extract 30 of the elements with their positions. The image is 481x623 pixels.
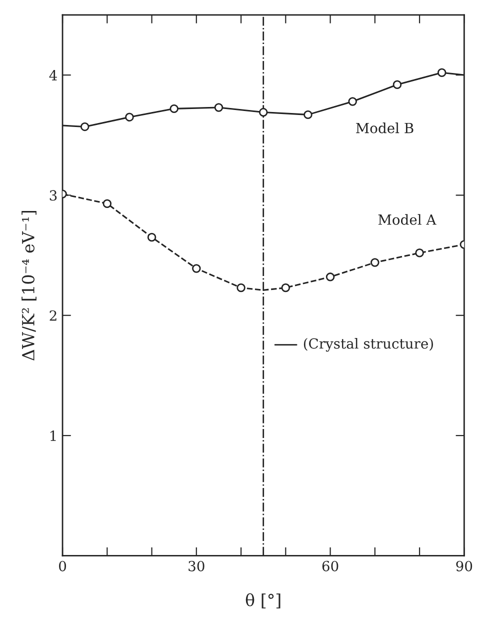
text: Model A	[378, 214, 436, 225]
x-tick-label: 90	[456, 560, 472, 572]
y-tick-label: 3	[50, 190, 57, 201]
point	[370, 258, 380, 267]
point	[125, 112, 134, 122]
x-tick-label: 0	[59, 560, 66, 572]
point	[392, 80, 402, 90]
x-tick-label: 30	[188, 560, 204, 572]
x-axis-title: θ [°]	[246, 593, 280, 608]
point	[170, 104, 178, 114]
y-tick-label: 1	[50, 430, 56, 441]
y-tick-label: 4	[49, 70, 57, 80]
point	[236, 283, 246, 292]
point	[304, 110, 312, 120]
point	[147, 232, 156, 242]
y-axis-title: ΔW/K² [10⁻⁴ eV⁻¹]	[22, 210, 36, 360]
point	[192, 264, 201, 273]
point	[326, 272, 335, 282]
point	[80, 122, 90, 132]
series-label: Model B	[356, 122, 414, 134]
point	[348, 97, 357, 106]
y-tick-label: 2	[50, 310, 56, 321]
point	[214, 103, 224, 112]
point	[102, 199, 112, 208]
point	[281, 283, 290, 292]
x-tick-label: 60	[322, 560, 338, 572]
point	[258, 108, 268, 117]
point	[437, 68, 446, 78]
point	[415, 248, 424, 258]
ref-line-label: (Crystal structure)	[304, 338, 433, 352]
